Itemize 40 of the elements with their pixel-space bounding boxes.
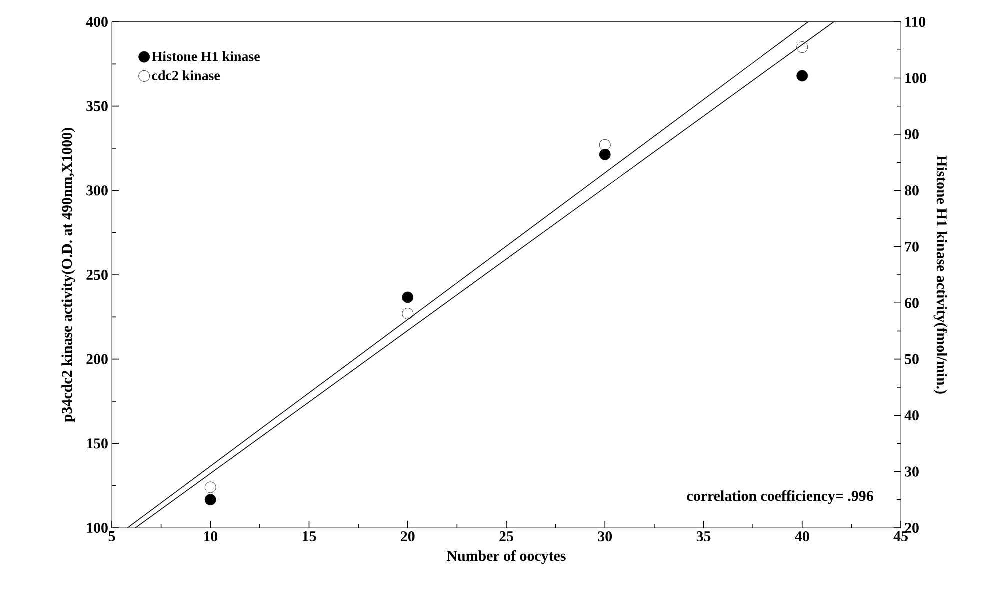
y-tick-label: 150 [87, 438, 108, 449]
y-tick-label: 350 [86, 101, 108, 112]
point [599, 149, 611, 160]
x-tick-label: 10 [204, 532, 218, 542]
y2-tick-label: 110 [906, 16, 926, 28]
x-tick-label: 30 [598, 532, 612, 542]
point [796, 70, 808, 82]
y2-axis-title: Histone H1 kinase activity(fmol/min.) [934, 156, 948, 394]
point [796, 42, 808, 53]
annotation: correlation coefficiency= .996 [687, 490, 874, 504]
x-tick-label: 40 [795, 532, 810, 542]
y2-tick-label: 50 [905, 354, 919, 364]
y2-tick-label: 40 [904, 410, 919, 421]
y-axis-title: p34cdc2 kinase activity(O.D. at 490nm,X1000) [62, 128, 76, 422]
x-tick-label: 20 [401, 532, 415, 542]
point [204, 482, 216, 494]
x-tick-label: 15 [302, 532, 316, 542]
y2-tick-label: 90 [904, 129, 919, 140]
point [204, 494, 216, 506]
x-tick-label: 5 [108, 532, 116, 542]
y2-tick-label: 80 [905, 186, 919, 196]
point [599, 139, 611, 151]
y2-tick-label: 60 [905, 298, 919, 308]
y-tick-label: 100 [87, 522, 108, 534]
y-tick-label: 250 [86, 270, 108, 280]
y2-tick-label: 30 [905, 466, 919, 477]
y-tick-label: 400 [86, 16, 108, 28]
x-axis-title: Number of oocytes [447, 550, 566, 564]
x-tick-label: 35 [696, 532, 711, 542]
point [402, 308, 414, 320]
point [402, 292, 414, 304]
legend-label: cdc2 kinase [152, 70, 220, 80]
x-tick-label: 25 [500, 532, 514, 542]
legend-label: Histone H1 kinase [152, 51, 260, 62]
y2-tick-label: 70 [905, 242, 919, 252]
y-tick-label: 300 [86, 186, 108, 196]
y2-tick-label: 100 [906, 73, 926, 84]
y2-tick-label: 20 [905, 522, 919, 534]
x-tick-label: 45 [894, 532, 908, 542]
y-tick-label: 200 [86, 354, 108, 364]
